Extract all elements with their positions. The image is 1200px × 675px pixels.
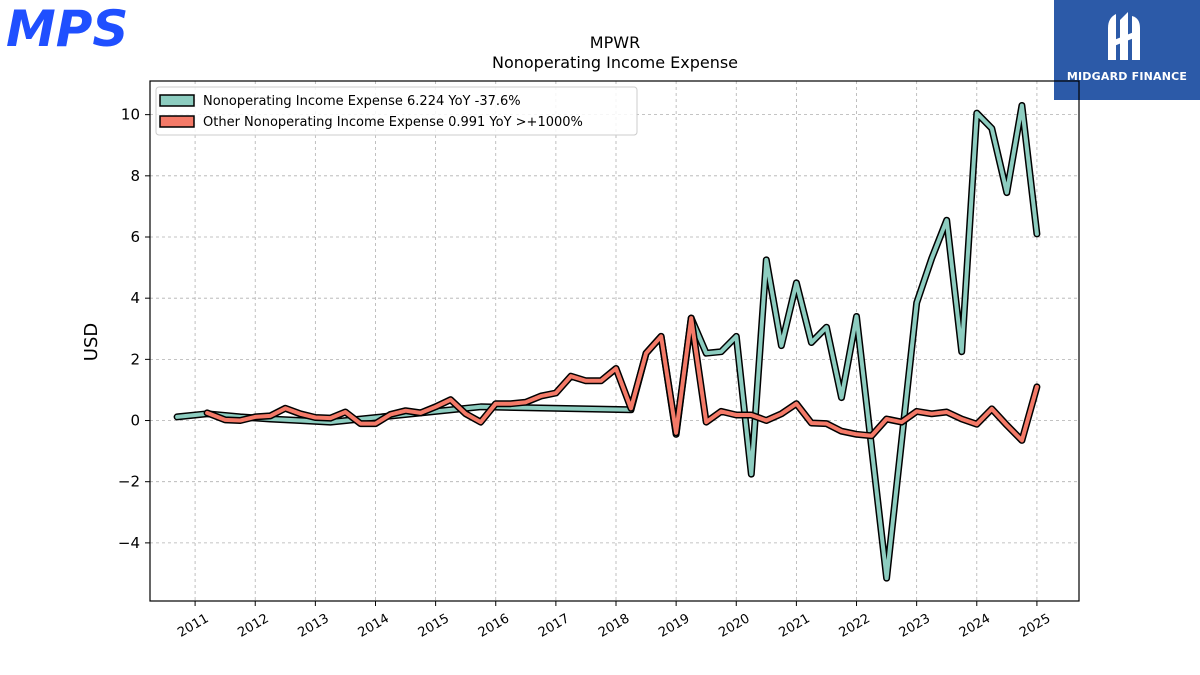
series-line-1 — [205, 316, 1039, 443]
legend-swatch-1 — [159, 115, 195, 128]
mps-logo-text: MPS — [6, 6, 128, 50]
x-tick-label: 2024 — [957, 611, 993, 641]
x-tick-label: 2015 — [416, 611, 452, 641]
y-tick-label: 4 — [130, 289, 140, 307]
chart-subtitle: Nonoperating Income Expense — [492, 53, 738, 72]
y-tick-label: 8 — [130, 167, 140, 185]
plot-frame — [149, 80, 1080, 602]
y-tick-label: 6 — [130, 228, 140, 246]
x-axis: 2011 2012 2013 2014 2015 2016 2017 2018 2019 2020… — [175, 601, 1053, 641]
x-tick-label: 2013 — [296, 611, 332, 641]
chart-title: MPWR — [590, 33, 640, 52]
y-tick-label: −2 — [118, 473, 140, 491]
midgard-emblem-icon — [1108, 12, 1140, 60]
series-layer — [173, 102, 1041, 582]
y-tick-label: 2 — [130, 350, 140, 368]
x-tick-label: 2011 — [175, 611, 211, 641]
y-tick-label: 0 — [130, 412, 140, 430]
x-tick-label: 2019 — [656, 611, 692, 641]
legend-label-0: Nonoperating Income Expense 6.224 YoY -3… — [203, 94, 521, 109]
x-tick-label: 2012 — [235, 611, 271, 641]
y-tick-label: 10 — [121, 106, 140, 124]
y-axis: −4 −2 0 2 4 6 8 10 — [118, 106, 150, 552]
series-outline-0 — [173, 102, 1041, 582]
x-tick-label: 2023 — [897, 611, 933, 641]
midgard-finance-logo: MIDGARD FINANCE — [1054, 0, 1200, 100]
legend: Nonoperating Income Expense 6.224 YoY -3… — [155, 86, 638, 136]
x-tick-label: 2018 — [596, 611, 632, 641]
legend-label-1: Other Nonoperating Income Expense 0.991 … — [203, 115, 583, 130]
x-tick-label: 2022 — [837, 611, 873, 641]
x-tick-label: 2017 — [536, 611, 572, 641]
x-tick-label: 2014 — [356, 611, 392, 641]
mps-logo: MPS — [6, 6, 128, 50]
series-line-0 — [175, 103, 1039, 581]
x-tick-label: 2016 — [476, 611, 512, 641]
x-tick-label: 2021 — [777, 611, 813, 641]
legend-box — [155, 86, 638, 136]
x-tick-label: 2025 — [1017, 611, 1053, 641]
grid — [150, 81, 1079, 601]
legend-swatch-0 — [159, 94, 195, 107]
x-tick-label: 2020 — [716, 611, 752, 641]
y-tick-label: −4 — [118, 534, 140, 552]
y-axis-label: USD — [81, 323, 102, 361]
midgard-logo-text: MIDGARD FINANCE — [1066, 70, 1188, 83]
